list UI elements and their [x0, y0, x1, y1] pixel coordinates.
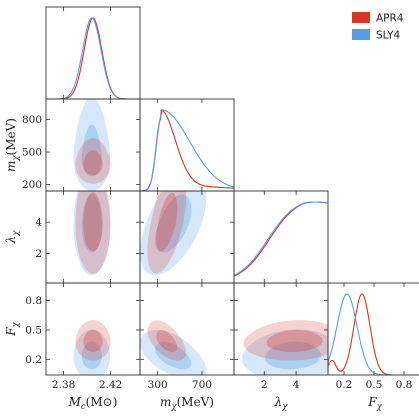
y-tick-label-fchi: 0.8	[25, 295, 42, 307]
y-tick-label-mchi: 200	[22, 179, 42, 191]
panel-lam-lam	[233, 190, 329, 284]
x-tick-label-lam: 2	[261, 379, 268, 391]
contour-mchi-fchi-apr4-95	[147, 320, 187, 361]
axis-labels-layer: Mc(M⊙) mχ(MeV) λχ Fχ mχ(MeV) λχ Fχ	[4, 118, 383, 412]
contour-lam-fchi-sly4-68	[264, 341, 321, 370]
x-axis-label-mc: Mc(M⊙)	[68, 395, 118, 412]
y-axis-label-mchi: mχ(MeV)	[4, 118, 21, 172]
y-tick-label-lam: 2	[35, 248, 42, 260]
contour-mc-lam-sly4-95	[73, 191, 111, 276]
legend-swatch-apr4	[352, 12, 370, 23]
contour-mchi-lam-sly4-95	[140, 191, 207, 276]
contour-mc-fchi-sly4-68	[81, 341, 102, 370]
x-tick-label-mchi: 700	[192, 379, 212, 391]
contour-mc-fchi-sly4-95	[73, 329, 111, 375]
marginal-curve-fchi-sly4	[327, 293, 419, 376]
x-tick-label-fchi: 0.8	[396, 379, 413, 391]
x-tick-label-lam: 4	[293, 379, 300, 391]
contour-layer	[73, 99, 328, 375]
x-tick-label-mc: 2.42	[99, 379, 122, 391]
y-axis-label-lam: λχ	[4, 230, 21, 245]
contour-mc-mchi-sly4-68	[81, 124, 102, 177]
contour-mc-lam-apr4-95	[75, 191, 111, 274]
x-tick-label-fchi: 0.5	[366, 379, 383, 391]
x-axis-label-lam: λχ	[274, 395, 289, 412]
ticks-layer: 2.38 2.42 300 700 2 4 0.2 0.5 0.8 200 500 800 2 4 0.2 0…	[22, 7, 412, 391]
contour-mc-lam-sly4-68	[81, 193, 102, 253]
x-tick-label-mchi: 300	[148, 379, 168, 391]
panel-fchi-fchi	[327, 282, 419, 376]
panel-frames-layer	[45, 6, 419, 376]
x-axis-label-mchi: mχ(MeV)	[160, 395, 214, 412]
y-axis-label-fchi: Fχ	[4, 321, 21, 336]
contour-mc-lam-apr4-68	[83, 192, 103, 252]
x-axis-label-fchi: Fχ	[367, 395, 382, 412]
y-tick-label-mchi: 500	[22, 147, 42, 159]
contour-mchi-fchi-apr4-68	[156, 330, 178, 353]
contour-mc-fchi-apr4-95	[75, 320, 111, 361]
marginal-curve-mchi-sly4	[140, 109, 235, 192]
y-tick-label-mchi: 800	[22, 114, 42, 126]
contour-mchi-lam-apr4-95	[147, 191, 187, 274]
legend-swatch-sly4	[352, 29, 370, 40]
y-tick-label-fchi: 0.2	[25, 354, 42, 366]
contour-lam-fchi-apr4-68	[266, 329, 323, 353]
y-tick-label-fchi: 0.5	[25, 324, 42, 336]
legend-label-sly4: SLY4	[376, 30, 401, 42]
marginal-curve-mc-apr4	[46, 17, 140, 100]
legend-label-apr4: APR4	[376, 13, 404, 25]
contour-mc-mchi-sly4-95	[73, 99, 111, 191]
x-tick-label-mc: 2.38	[52, 379, 75, 391]
marginal-curve-lam-sly4	[233, 201, 329, 276]
panel-mc-mc	[45, 6, 141, 100]
contour-mchi-lam-apr4-68	[156, 192, 178, 252]
contour-mchi-lam-sly4-68	[154, 194, 192, 253]
contour-mchi-fchi-sly4-95	[140, 329, 207, 375]
marginal-curve-mchi-apr4	[140, 109, 234, 192]
marginal-curve-mc-sly4	[46, 17, 140, 100]
contour-lam-fchi-sly4-95	[242, 329, 328, 375]
legend: APR4 SLY4	[352, 12, 404, 42]
contour-mchi-fchi-sly4-68	[154, 341, 192, 370]
x-tick-label-fchi: 0.2	[336, 379, 353, 391]
contour-mc-fchi-apr4-68	[83, 329, 103, 353]
contour-mc-mchi-apr4-95	[75, 138, 111, 184]
y-tick-label-lam: 4	[35, 217, 42, 229]
contour-mc-mchi-apr4-68	[83, 150, 103, 176]
contour-lam-fchi-apr4-95	[243, 320, 328, 361]
panel-mchi-mchi	[139, 98, 235, 192]
